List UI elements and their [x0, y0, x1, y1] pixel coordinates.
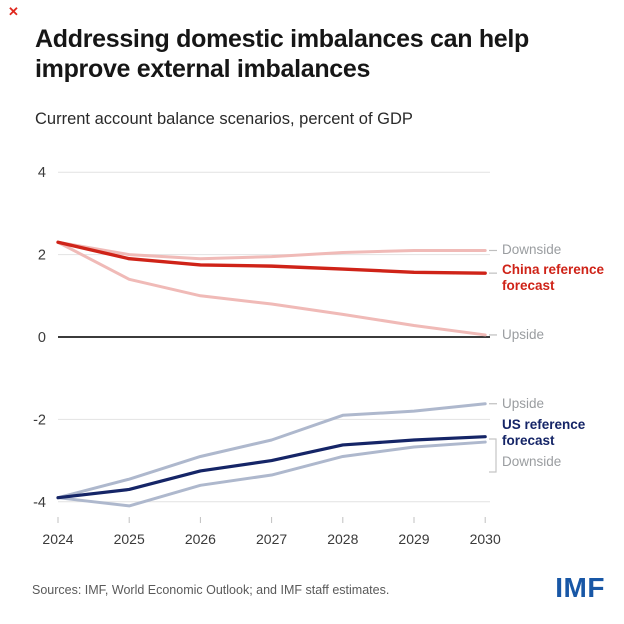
y-tick-label: 2 — [38, 248, 46, 264]
series-line-china-upside — [56, 240, 487, 337]
close-icon[interactable]: ✕ — [8, 4, 19, 19]
x-tick-label: 2026 — [185, 531, 216, 547]
x-tick-label: 2027 — [256, 531, 287, 547]
x-tick-label: 2024 — [42, 531, 73, 547]
us-scenarios-bracket — [489, 438, 497, 473]
y-tick-label: -4 — [33, 495, 46, 511]
x-tick-label: 2025 — [114, 531, 145, 547]
imf-logo: IMF — [555, 572, 605, 603]
series-line-china-reference — [56, 240, 487, 275]
sources-note: Sources: IMF, World Economic Outlook; an… — [32, 583, 390, 597]
series-line-us-reference — [56, 435, 487, 500]
title-line-2: improve external imbalances — [35, 55, 371, 83]
y-tick-label: 4 — [38, 165, 46, 181]
series-line-china-downside — [56, 240, 487, 261]
series-line-us-upside — [56, 402, 487, 500]
chart-subtitle: Current account balance scenarios, perce… — [35, 110, 413, 128]
series-line-us-downside — [56, 440, 487, 508]
x-tick-label: 2028 — [327, 531, 358, 547]
y-tick-label: 0 — [38, 330, 46, 346]
x-tick-label: 2029 — [398, 531, 429, 547]
line-chart: 4 2 0 -2 -4 2024 2025 2026 2027 2028 2029 2030 — [33, 165, 501, 547]
page-title: Addressing domestic imbalances can help i… — [35, 24, 600, 84]
title-line-1: Addressing domestic imbalances can help — [35, 25, 530, 53]
y-tick-label: -2 — [33, 412, 46, 428]
x-tick-label: 2030 — [470, 531, 501, 547]
